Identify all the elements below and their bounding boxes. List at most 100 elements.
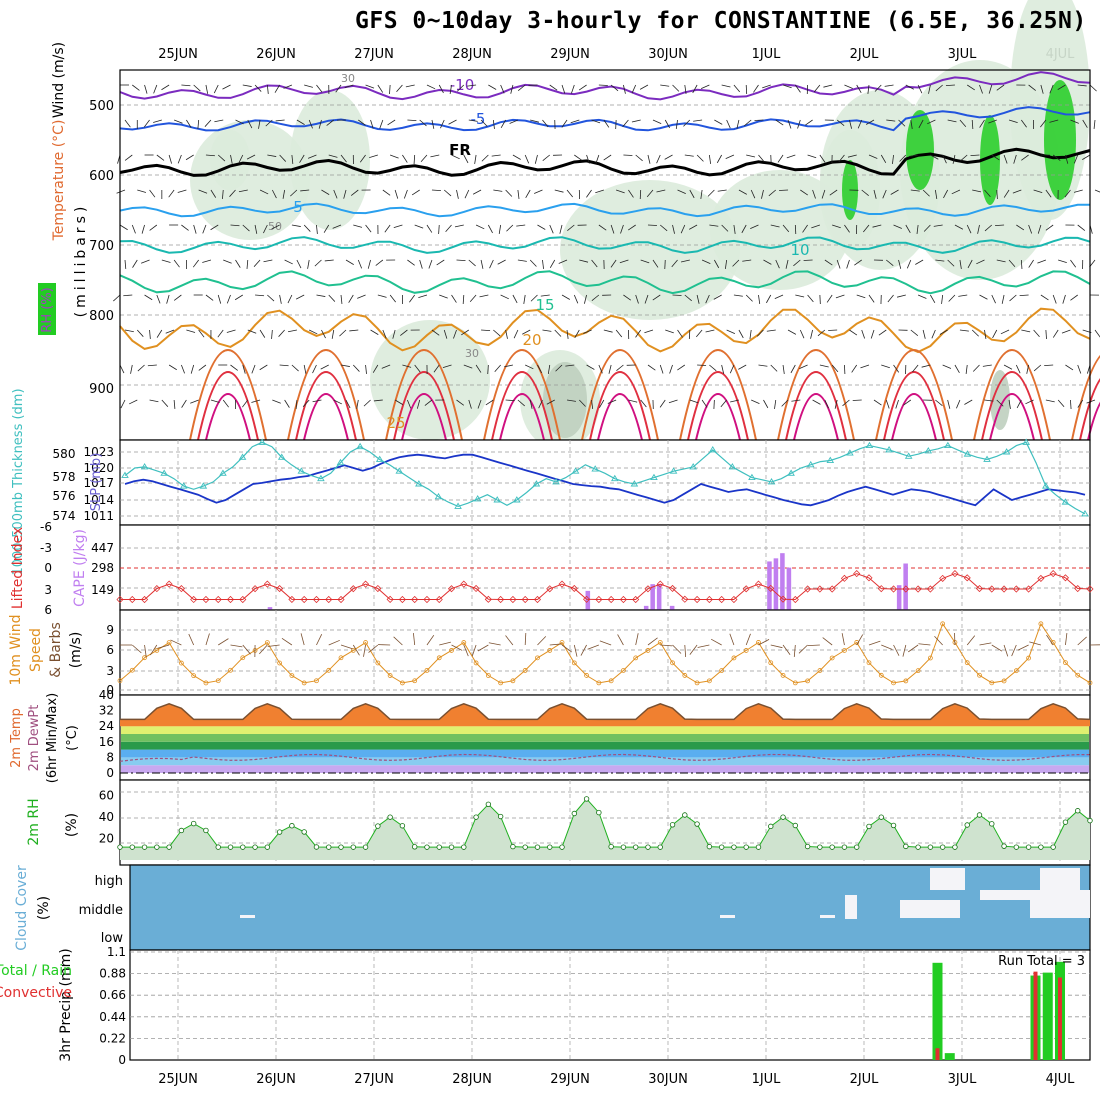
cape-bar [586,591,591,610]
bottom-date-tick: 2JUL [850,1072,880,1087]
precip-convective-bar [936,1048,940,1060]
rh-marker [891,823,896,828]
precip-convective-bar [1034,972,1038,1060]
temperature-label: FR [449,141,471,159]
rh-marker [1051,845,1056,850]
rh-marker [339,845,344,850]
rh-marker [449,845,454,850]
temperature-tick: 40 [99,688,114,702]
rh-marker [535,845,540,850]
rh-marker [498,814,503,819]
upper-ylabel-rh: RH (%) [40,287,55,332]
cape-tick: 149 [91,583,114,597]
temperature-label: 20 [522,331,541,349]
rh-marker [474,815,479,820]
rh-shade-high [906,110,934,190]
top-date-tick: 25JUN [158,47,198,62]
cloud-cover-block [1040,868,1080,890]
rh-marker [388,815,393,820]
precip-tick: 0.66 [99,988,126,1002]
cloud-level-label: low [101,931,124,946]
temperature-tick: 0 [106,766,114,780]
cloud-cover-block [930,868,965,890]
ylabel-wind-barbs: & Barbs [48,622,64,678]
rh-marker [879,815,884,820]
pressure-tick: 600 [89,169,114,184]
rh-marker [290,823,295,828]
upper-ylabel-wind-temp: Wind (m/s)Temperature (°C) [51,42,67,242]
rh-marker [695,822,700,827]
rh-marker [363,845,368,850]
temperature-band [121,750,1089,758]
temperature-tick: 24 [99,719,114,733]
bottom-date-tick: 30JUN [648,1072,688,1087]
cape-tick: 447 [91,541,114,555]
precip-total-bar [933,963,943,1060]
top-date-tick: 28JUN [452,47,492,62]
lifted-index-tick: 0 [44,561,52,575]
temperature-tick: 16 [99,735,114,749]
rh-marker [228,845,233,850]
precip-panel [130,950,1090,1060]
ylabel-cape: CAPE (J/kg) [72,529,88,607]
cloud-level-label: middle [79,903,123,918]
precip-tick: 0.88 [99,967,126,981]
rh-shade [560,180,740,320]
rh-marker [179,828,184,833]
temperature-label: -10 [450,76,475,94]
rh-marker [597,810,602,815]
rh-marker [302,830,307,835]
rh-marker [940,845,945,850]
wind-barb [113,295,120,301]
cloud-cover-block [900,900,960,918]
top-date-tick: 2JUL [850,47,880,62]
upper-ylabel-millibars: (millibars) [73,203,89,318]
rh-marker [977,813,982,818]
rh-marker [756,845,761,850]
temperature-tick: 8 [106,750,114,764]
wind-barb [1094,120,1095,129]
rh-marker [867,824,872,829]
top-date-tick: 27JUN [354,47,394,62]
rh-marker [670,822,675,827]
rh-marker [793,823,798,828]
cape-bar [774,558,779,610]
precip-tick: 0 [118,1053,126,1067]
rh-marker [142,845,147,850]
rh-marker [572,811,577,816]
ylabel-slp: SLP (mb) [89,453,104,512]
rh-shade-high [1044,80,1076,200]
rh-marker [118,845,123,850]
ylabel-millibars: (millibars) [73,203,89,318]
rh-marker [805,844,810,849]
rh-tick: 40 [99,810,114,824]
precip-tick: 1.1 [107,945,126,959]
rh-marker [1039,845,1044,850]
rh-marker [560,845,565,850]
rh-tick: 20 [99,832,114,846]
ylabel-precip-convective: Convective [0,985,72,1001]
page-title: GFS 0~10day 3-hourly for CONSTANTINE (6.… [355,8,1087,34]
rh-marker [633,845,638,850]
thickness-tick: 580 [53,447,76,461]
rh-marker [818,845,823,850]
cape-ylabel-left: Lifted Index [10,527,26,609]
bottom-date-tick: 26JUN [256,1072,296,1087]
rh-marker [1026,845,1031,850]
bottom-date-tick: 27JUN [354,1072,394,1087]
ylabel-2m-rh: 2m RH [26,798,42,845]
pressure-tick: 800 [89,309,114,324]
temperature-band [121,726,1089,734]
bottom-date-tick: 29JUN [550,1072,590,1087]
wind-tick: 9 [106,623,114,637]
lifted-index-tick: -3 [40,541,52,555]
rh-marker [1014,845,1019,850]
cloud-cover-block [720,915,735,918]
precip-tick: 0.44 [99,1010,126,1024]
rh-marker [400,823,405,828]
thickness-tick: 576 [53,489,76,503]
